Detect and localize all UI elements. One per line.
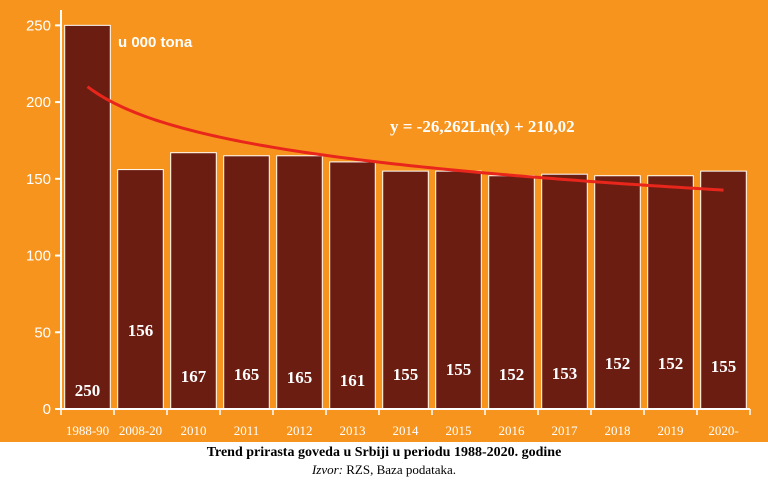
bar <box>594 175 641 410</box>
bar <box>223 155 270 410</box>
data-labels-group: 250 156 167 165 165 161 155 155 152 153 152 152 155 <box>75 321 737 400</box>
bar <box>64 24 111 410</box>
data-label: 152 <box>499 365 525 384</box>
x-tick-label: 2011 <box>234 423 260 438</box>
y-tick-label: 200 <box>26 94 51 111</box>
data-label: 155 <box>393 365 419 384</box>
bar-chart: 0 50 100 150 200 250 1988-90 2008-20 2010 2011 20… <box>0 0 768 442</box>
bar <box>382 170 429 410</box>
x-tick-label: 2020- <box>708 423 738 438</box>
source-label: Izvor: <box>311 462 344 477</box>
x-tick-label: 2014 <box>393 423 420 438</box>
bar <box>647 175 694 410</box>
trendline-group <box>86 85 724 192</box>
data-label: 152 <box>605 354 631 373</box>
x-tick-label: 2019 <box>658 423 684 438</box>
source-text: RZS, Baza podataka. <box>346 462 457 477</box>
x-tick-label: 2016 <box>499 423 526 438</box>
data-label: 165 <box>234 365 260 384</box>
trend-line <box>86 85 724 192</box>
bar <box>435 170 482 410</box>
data-label: 155 <box>711 357 737 376</box>
caption-title: Trend prirasta goveda u Srbiji u periodu… <box>206 445 562 460</box>
bar <box>329 161 376 410</box>
y-tick-label: 50 <box>34 324 51 341</box>
x-tick-label: 2012 <box>287 423 313 438</box>
bar <box>541 173 588 410</box>
x-tick-label: 2017 <box>552 423 579 438</box>
bar <box>276 155 323 410</box>
x-tick-label: 2013 <box>340 423 366 438</box>
y-axis: 0 50 100 150 200 250 <box>26 10 62 418</box>
bar <box>117 169 164 410</box>
x-tick-label: 2010 <box>181 423 207 438</box>
figure-caption: Trend prirasta goveda u Srbiji u periodu… <box>0 444 768 478</box>
y-tick-label: 100 <box>26 248 51 265</box>
y-tick-label: 0 <box>43 401 51 418</box>
data-label: 156 <box>128 321 154 340</box>
data-label: 250 <box>75 381 101 400</box>
x-tick-label: 2008-20 <box>119 423 162 438</box>
trend-equation: y = -26,262Ln(x) + 210,02 <box>390 117 575 136</box>
y-tick-label: 150 <box>26 171 51 188</box>
data-label: 153 <box>552 364 578 383</box>
bar <box>170 152 217 410</box>
caption-source: Izvor: RZS, Baza podataka. <box>0 462 768 478</box>
data-label: 161 <box>340 371 366 390</box>
x-tick-label: 2015 <box>446 423 472 438</box>
data-label: 167 <box>181 367 207 386</box>
chart-area: 0 50 100 150 200 250 1988-90 2008-20 2010 2011 20… <box>0 0 768 442</box>
y-tick-label: 250 <box>26 17 51 34</box>
x-tick-label: 2018 <box>605 423 631 438</box>
x-axis: 1988-90 2008-20 2010 2011 2012 2013 2014 2015 20… <box>60 408 751 438</box>
data-label: 165 <box>287 368 313 387</box>
data-label: 152 <box>658 354 684 373</box>
data-label: 155 <box>446 360 472 379</box>
bar <box>700 170 747 410</box>
x-tick-label: 1988-90 <box>66 423 109 438</box>
bar <box>488 175 535 410</box>
unit-label: u 000 tona <box>118 34 193 51</box>
